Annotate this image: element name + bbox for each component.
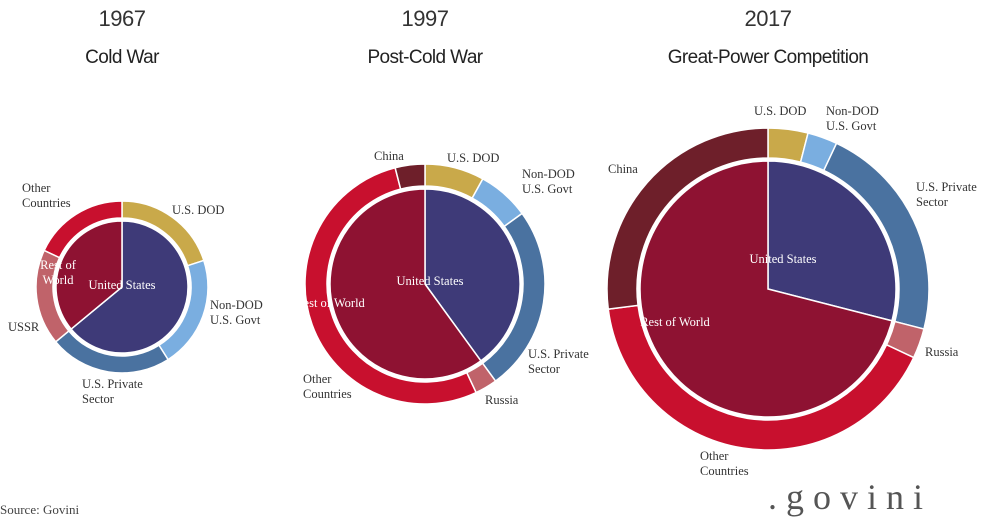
- logo: .govini: [768, 477, 933, 517]
- source: Source: Govini: [0, 502, 80, 517]
- inner-segment: [70, 220, 189, 354]
- inner-segment: [55, 220, 123, 331]
- outer-label: U.S. Private Sector: [528, 347, 589, 376]
- inner-segment: [424, 188, 521, 362]
- inner-label: Rest of World: [295, 296, 365, 310]
- inner-segment: [329, 188, 482, 380]
- outer-label: China: [608, 162, 638, 176]
- outer-segment: [606, 127, 769, 311]
- inner-label: Rest of World: [40, 258, 76, 287]
- outer-label: Other Countries: [700, 449, 749, 478]
- outer-label: U.S. DOD: [172, 203, 225, 217]
- inner-label: United States: [749, 252, 817, 266]
- outer-label: U.S. DOD: [754, 104, 807, 118]
- outer-label: U.S. Private Sector: [916, 180, 977, 209]
- chart-title: Great-Power Competition: [667, 47, 869, 68]
- inner-label: United States: [396, 274, 464, 288]
- outer-label: Non-DOD U.S. Govt: [210, 298, 263, 327]
- outer-label: Russia: [485, 393, 519, 407]
- outer-label: Non-DOD U.S. Govt: [826, 104, 879, 133]
- outer-label: U.S. Private Sector: [82, 377, 143, 406]
- inner-segment: [639, 160, 893, 418]
- outer-label: USSR: [8, 320, 40, 334]
- inner-label: Rest of World: [640, 315, 710, 329]
- outer-label: China: [374, 149, 404, 163]
- chart-year: 1967: [98, 6, 146, 31]
- chart-title: Cold War: [85, 47, 159, 68]
- outer-label: Non-DOD U.S. Govt: [522, 167, 575, 196]
- outer-label: Russia: [925, 345, 959, 359]
- outer-label: U.S. DOD: [447, 151, 500, 165]
- outer-label: Other Countries: [303, 372, 352, 401]
- outer-segment: [43, 200, 123, 259]
- chart-title: Post-Cold War: [367, 47, 483, 68]
- inner-label: United States: [88, 278, 156, 292]
- inner-segment: [767, 160, 897, 322]
- outer-segment: [394, 163, 426, 190]
- chart-year: 1997: [401, 6, 449, 31]
- chart-year: 2017: [744, 6, 792, 31]
- outer-label: Other Countries: [22, 181, 71, 210]
